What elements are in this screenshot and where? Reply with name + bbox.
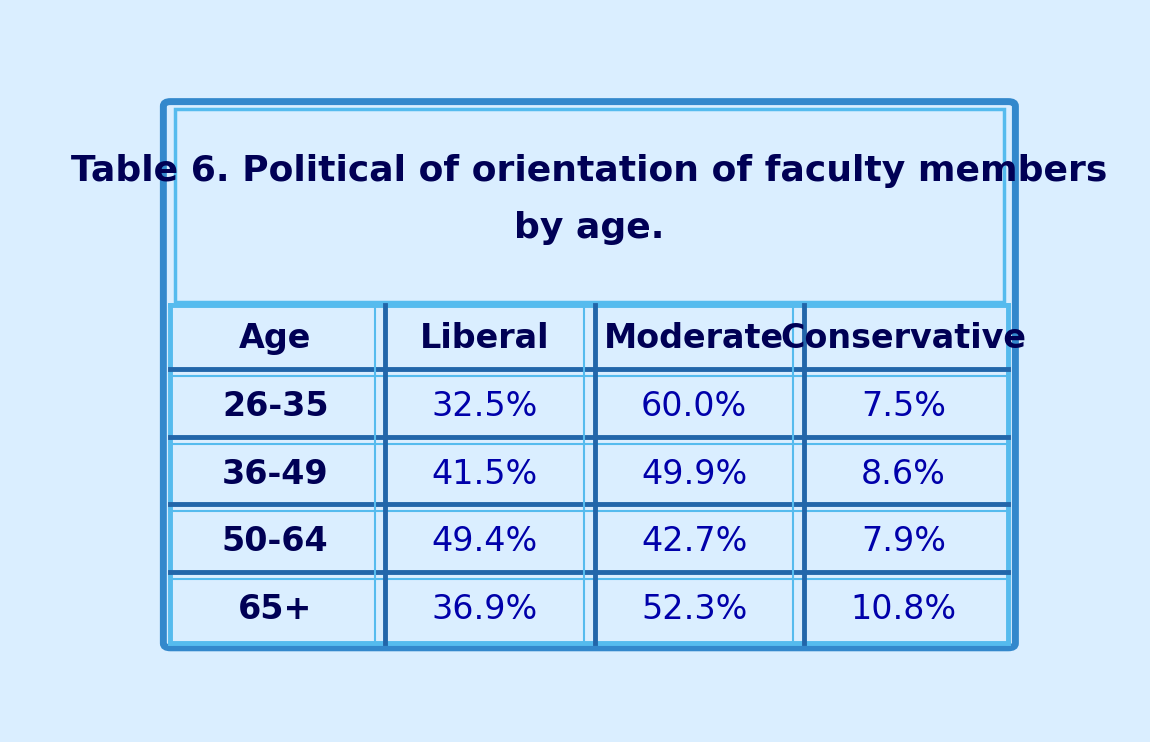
Text: 7.9%: 7.9%	[861, 525, 946, 558]
Text: Table 6. Political of orientation of faculty members: Table 6. Political of orientation of fac…	[71, 154, 1107, 188]
Text: 50-64: 50-64	[222, 525, 329, 558]
Text: 26-35: 26-35	[222, 390, 329, 423]
FancyBboxPatch shape	[163, 102, 1015, 648]
Text: 8.6%: 8.6%	[861, 458, 946, 490]
Text: Conservative: Conservative	[781, 322, 1027, 355]
Text: 60.0%: 60.0%	[641, 390, 748, 423]
Text: 65+: 65+	[238, 593, 313, 626]
Text: 49.4%: 49.4%	[431, 525, 538, 558]
FancyBboxPatch shape	[175, 109, 1004, 302]
Text: Liberal: Liberal	[420, 322, 550, 355]
Text: by age.: by age.	[514, 211, 665, 246]
Text: 41.5%: 41.5%	[431, 458, 538, 490]
Text: 49.9%: 49.9%	[641, 458, 748, 490]
FancyBboxPatch shape	[170, 305, 1009, 643]
Text: 36-49: 36-49	[222, 458, 329, 490]
Text: 36.9%: 36.9%	[431, 593, 538, 626]
Text: 52.3%: 52.3%	[641, 593, 748, 626]
Text: Age: Age	[239, 322, 312, 355]
Text: 32.5%: 32.5%	[431, 390, 538, 423]
Text: 10.8%: 10.8%	[851, 593, 957, 626]
Text: Moderate: Moderate	[604, 322, 784, 355]
Text: 7.5%: 7.5%	[861, 390, 946, 423]
Text: 42.7%: 42.7%	[641, 525, 748, 558]
